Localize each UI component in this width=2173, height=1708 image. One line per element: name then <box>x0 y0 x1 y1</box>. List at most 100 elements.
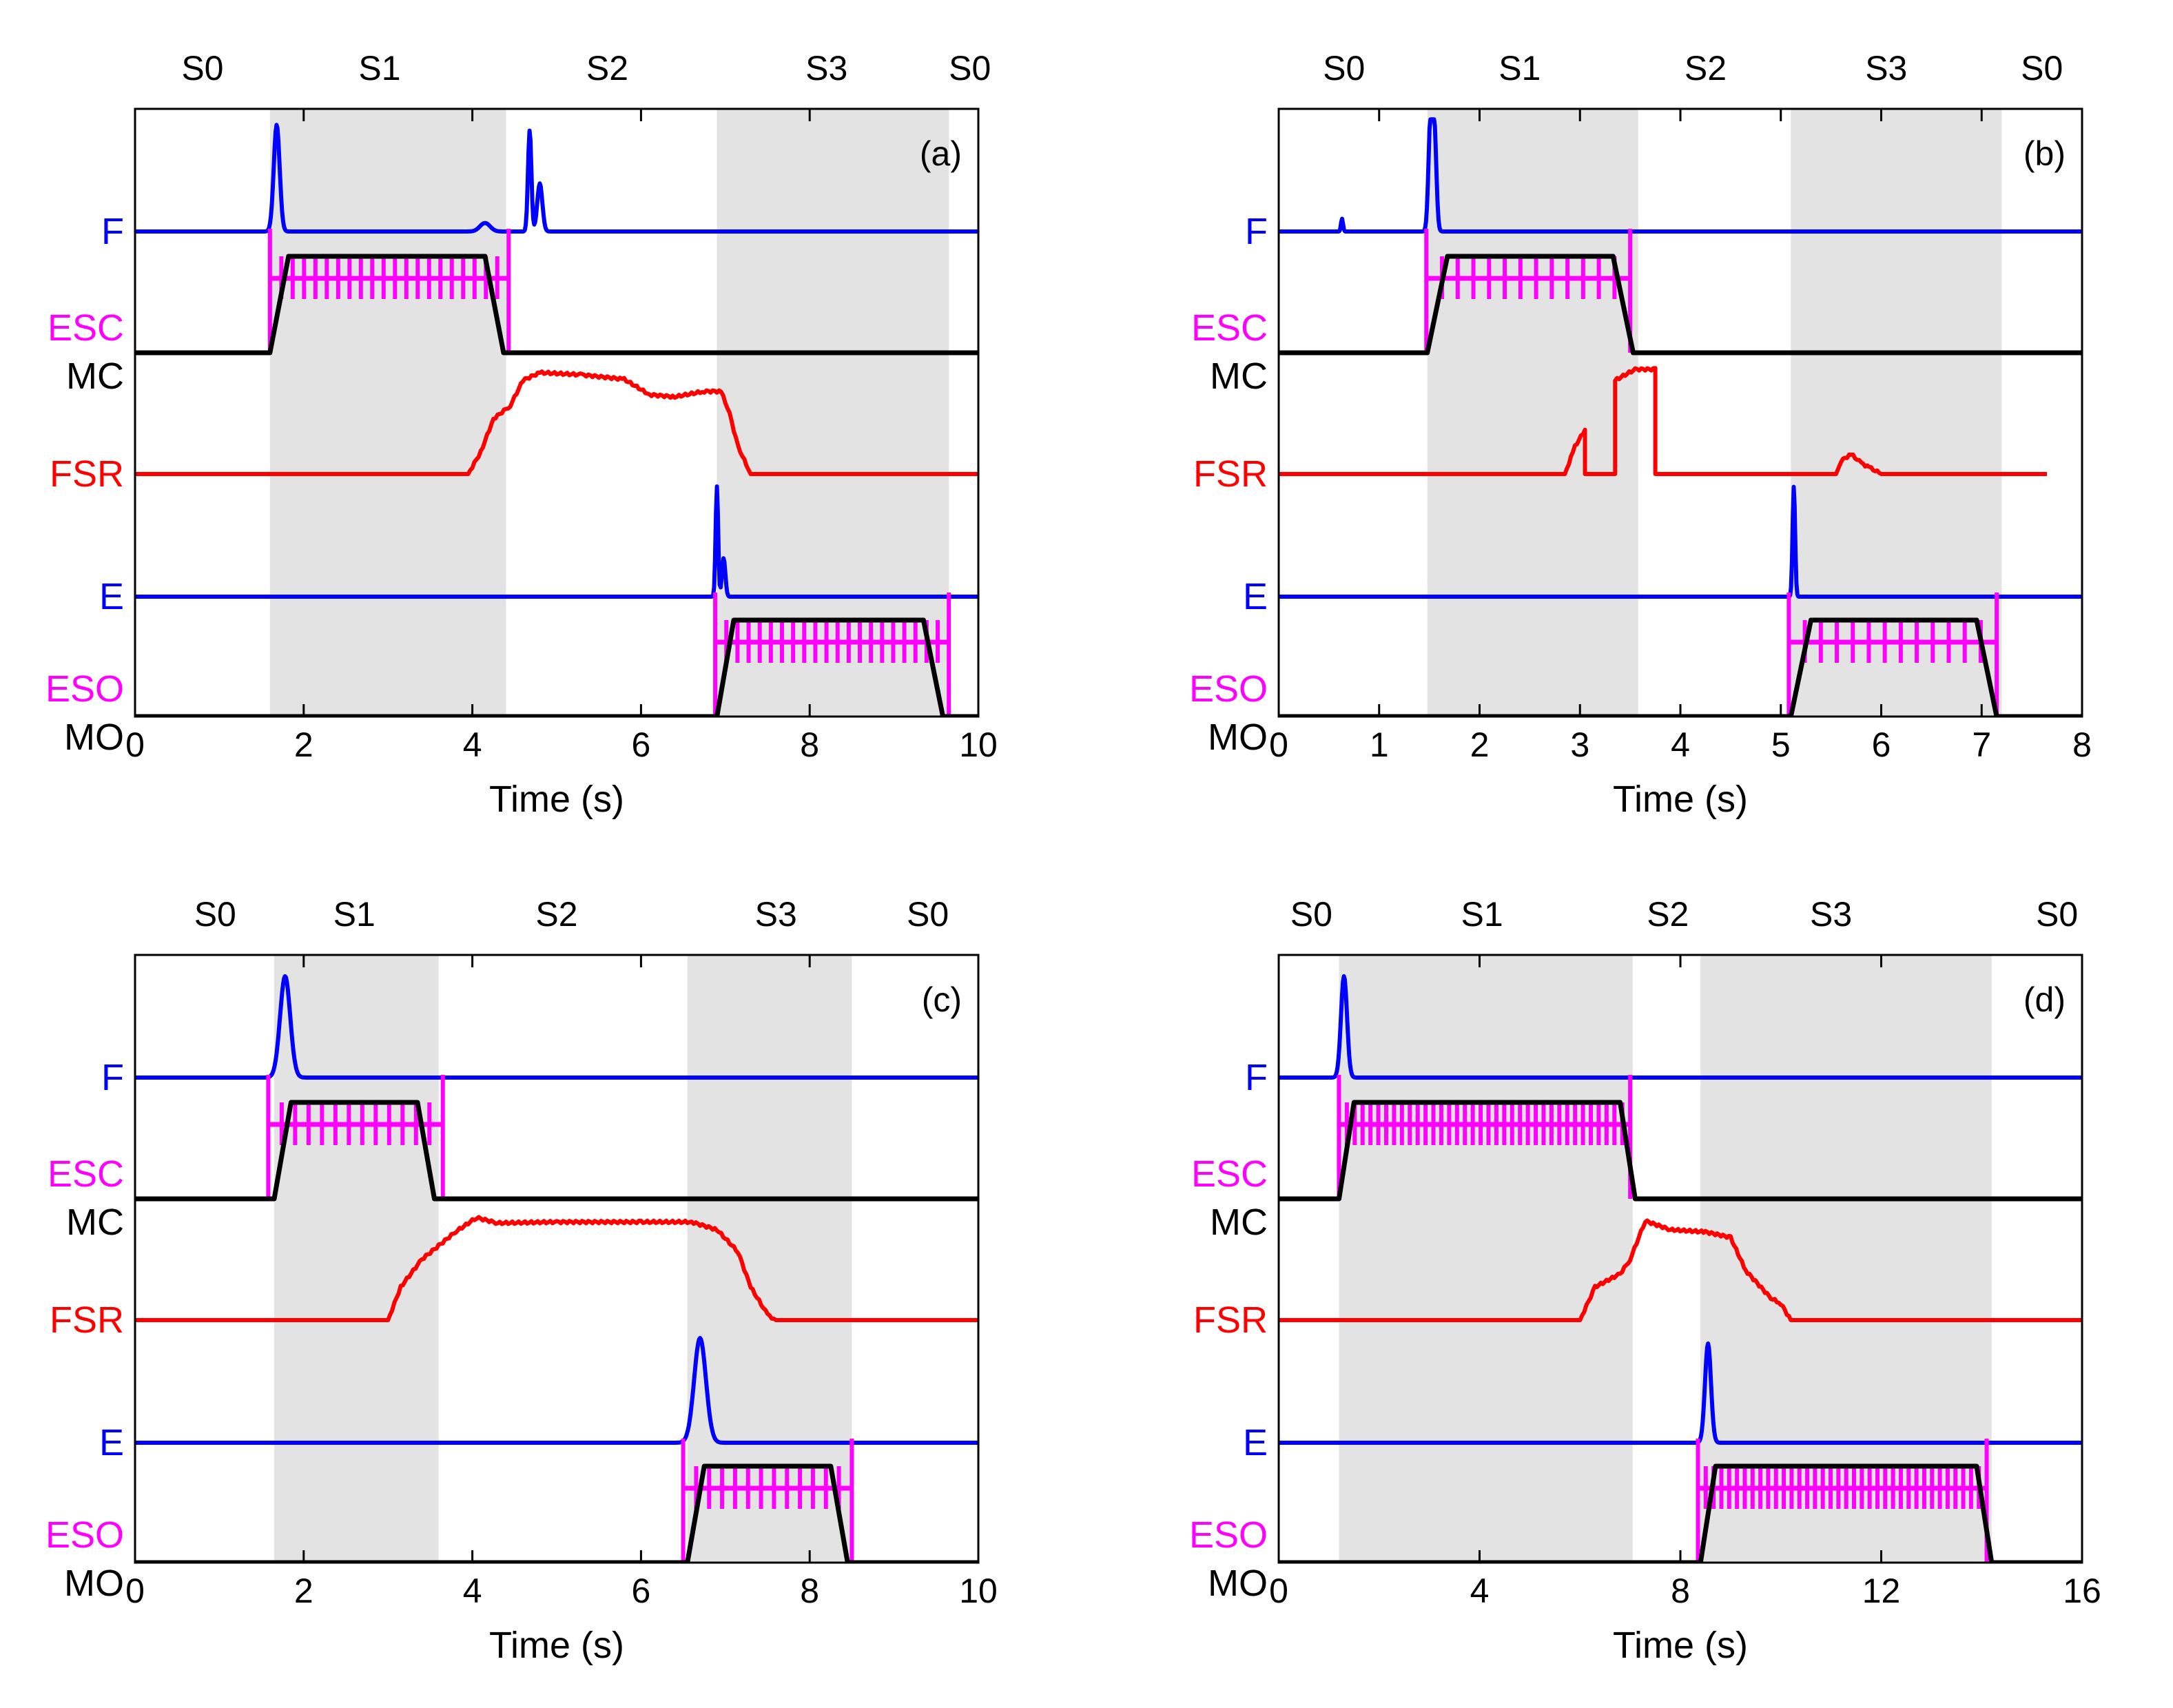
state-label: S0 <box>2021 49 2063 88</box>
shaded-region <box>1700 955 1992 1563</box>
state-label: S0 <box>181 49 223 88</box>
channel-label-mo: MO <box>64 717 124 758</box>
axes-frame <box>134 107 980 718</box>
panel-label: (b) <box>2023 134 2066 173</box>
channel-label-mc: MC <box>66 1202 124 1243</box>
channel-label-e: E <box>1243 1422 1268 1463</box>
x-tick-label: 10 <box>959 1572 998 1610</box>
state-label: S0 <box>907 895 949 934</box>
flexor-emg-trace <box>135 974 978 1080</box>
x-tick-label: 4 <box>463 726 482 764</box>
channel-label-fsr: FSR <box>1193 1299 1268 1341</box>
fsr-trace <box>135 1215 978 1322</box>
state-label: S2 <box>535 895 577 934</box>
x-tick-label: 0 <box>125 726 145 764</box>
flexor-emg-trace <box>135 123 978 234</box>
channel-label-esc: ESC <box>48 307 124 349</box>
panel-label: (a) <box>920 134 962 173</box>
x-tick-label: 0 <box>1269 1572 1288 1610</box>
motor-close-trace <box>1279 1100 2082 1202</box>
channel-label-fsr: FSR <box>1193 453 1268 495</box>
extensor-emg-trace <box>1279 484 2082 599</box>
channel-label-f: F <box>101 211 124 252</box>
x-tick-label: 6 <box>1872 726 1891 764</box>
x-axis-label: Time (s) <box>1613 779 1748 820</box>
x-tick-label: 2 <box>294 1572 313 1610</box>
state-label: S2 <box>586 49 628 88</box>
esc-pulse-train <box>1424 229 1633 353</box>
x-tick-label: 3 <box>1570 726 1589 764</box>
shaded-region <box>687 955 852 1563</box>
channel-label-mo: MO <box>1208 717 1268 758</box>
x-tick-label: 8 <box>800 1572 819 1610</box>
channel-label-eso: ESO <box>1189 668 1268 710</box>
motor-open-trace <box>1279 1463 2082 1563</box>
panel-label: (c) <box>922 980 962 1019</box>
plot-area <box>135 109 978 717</box>
motor-open-trace <box>1279 617 2082 717</box>
channel-label-e: E <box>1243 576 1268 617</box>
channel-label-esc: ESC <box>1191 307 1268 349</box>
x-tick-label: 6 <box>631 1572 650 1610</box>
state-label: S3 <box>1810 895 1852 934</box>
shaded-region <box>717 109 949 717</box>
extensor-emg-trace <box>135 1336 978 1445</box>
state-label: S3 <box>755 895 797 934</box>
plot-area <box>1279 109 2082 717</box>
fsr-trace <box>1279 366 2048 476</box>
x-tick-label: 8 <box>1671 1572 1690 1610</box>
fsr-trace <box>135 369 978 476</box>
channel-label-esc: ESC <box>48 1153 124 1195</box>
x-axis-label: Time (s) <box>489 779 624 820</box>
state-label: S0 <box>194 895 236 934</box>
shaded-region <box>1339 955 1633 1563</box>
channel-label-eso: ESO <box>45 1514 124 1556</box>
panel-d: 0 4 8 12 16 Time (s) S0 S1 S2 S3 S0 (d) F ESC MC FSR E ES… <box>1189 895 2101 1666</box>
x-axis-label: Time (s) <box>1613 1625 1748 1666</box>
x-tick-label: 4 <box>1470 1572 1490 1610</box>
channel-label-mo: MO <box>64 1563 124 1604</box>
motor-open-trace <box>135 617 978 717</box>
channel-label-mo: MO <box>1208 1563 1268 1604</box>
x-tick-label: 8 <box>800 726 819 764</box>
state-label: S3 <box>1865 49 1907 88</box>
channel-label-mc: MC <box>66 356 124 397</box>
fsr-trace <box>1279 1218 2082 1322</box>
channel-label-eso: ESO <box>1189 1514 1268 1556</box>
x-tick-label: 4 <box>1671 726 1690 764</box>
state-label: S1 <box>1499 49 1541 88</box>
state-label: S2 <box>1685 49 1727 88</box>
x-tick-label: 2 <box>1470 726 1490 764</box>
channel-label-f: F <box>1245 1057 1268 1098</box>
channel-label-e: E <box>99 576 124 617</box>
state-label: S1 <box>358 49 400 88</box>
channel-label-e: E <box>99 1422 124 1463</box>
panel-b: 0 1 2 3 4 5 6 7 8 Time (s) S0 S1 S2 S3 S0 (b) F ESC MC FSR E… <box>1189 49 2092 820</box>
state-label: S2 <box>1647 895 1689 934</box>
state-label: S0 <box>949 49 991 88</box>
panel-a: 0 2 4 6 8 10 Time (s) S0 S1 S2 S3 S0 (a) F ESC MC FSR E ES… <box>45 49 998 820</box>
state-label: S1 <box>333 895 375 934</box>
shaded-region <box>1791 109 2002 717</box>
panel-label: (d) <box>2023 980 2066 1019</box>
shaded-region <box>269 109 506 717</box>
flexor-emg-trace <box>1279 117 2082 234</box>
channel-label-mc: MC <box>1210 1202 1268 1243</box>
channel-label-eso: ESO <box>45 668 124 710</box>
motor-close-trace <box>1279 254 2082 356</box>
extensor-emg-trace <box>135 484 978 599</box>
eso-pulse-train <box>681 1439 854 1563</box>
motor-close-trace <box>135 1100 978 1202</box>
x-tick-label: 10 <box>959 726 998 764</box>
x-axis-label: Time (s) <box>489 1625 624 1666</box>
plot-area <box>1279 955 2082 1563</box>
channel-label-mc: MC <box>1210 356 1268 397</box>
x-tick-label: 4 <box>463 1572 482 1610</box>
eso-pulse-train <box>1786 593 1999 717</box>
channel-label-f: F <box>1245 211 1268 252</box>
state-label: S0 <box>1323 49 1365 88</box>
x-tick-label: 2 <box>294 726 313 764</box>
panel-c: 0 2 4 6 8 10 Time (s) S0 S1 S2 S3 S0 (c) F ESC MC FSR E ES… <box>45 895 998 1666</box>
esc-pulse-train <box>267 229 511 353</box>
